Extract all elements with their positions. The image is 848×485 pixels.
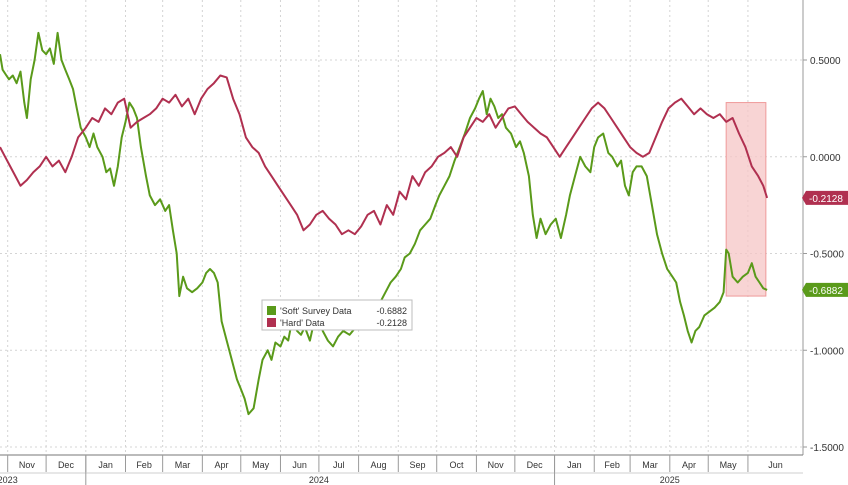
highlight-region bbox=[725, 102, 767, 297]
x-month-label: Jun bbox=[292, 460, 307, 470]
x-month-label: Jan bbox=[98, 460, 113, 470]
x-month-label: Nov bbox=[488, 460, 505, 470]
legend-label: 'Hard' Data bbox=[280, 318, 324, 328]
legend-value: -0.6882 bbox=[376, 306, 407, 316]
last-value-tag bbox=[802, 282, 848, 297]
x-month-label: Sep bbox=[410, 460, 426, 470]
last-value-label: -0.2128 bbox=[809, 194, 843, 205]
y-tick-label: 0.0000 bbox=[810, 153, 841, 164]
legend: 'Soft' Survey Data -0.6882 'Hard' Data -0.2… bbox=[261, 299, 413, 331]
x-month-label: Apr bbox=[682, 460, 696, 470]
x-month-label: Apr bbox=[215, 460, 229, 470]
x-month-label: Jan bbox=[567, 460, 582, 470]
x-month-label: May bbox=[720, 460, 738, 470]
x-month-label: Jun bbox=[768, 460, 783, 470]
x-month-label: Feb bbox=[604, 460, 620, 470]
legend-swatch bbox=[267, 306, 276, 315]
last-value-label: -0.6882 bbox=[809, 286, 843, 297]
y-tick-label: -1.5000 bbox=[810, 443, 844, 454]
x-month-label: May bbox=[252, 460, 270, 470]
y-tick-label: -0.5000 bbox=[810, 250, 844, 261]
highlight-layer bbox=[725, 102, 767, 297]
y-tick-label: -1.0000 bbox=[810, 346, 844, 357]
x-month-label: Mar bbox=[175, 460, 191, 470]
x-month-label: Mar bbox=[642, 460, 658, 470]
y-axis: 0.5000 0.0000 -0.5000 -1.0000 -1.5000 -0.6882… bbox=[802, 0, 848, 455]
hard-data-line bbox=[0, 74, 769, 236]
x-month-label: Dec bbox=[58, 460, 75, 470]
legend-box bbox=[261, 299, 413, 331]
last-value-tag bbox=[802, 190, 848, 205]
x-year-label: 2024 bbox=[309, 475, 329, 485]
x-year-label: 2025 bbox=[660, 475, 680, 485]
legend-label: 'Soft' Survey Data bbox=[280, 306, 351, 316]
legend-swatch bbox=[267, 318, 276, 327]
y-tick-label: 0.5000 bbox=[810, 56, 841, 67]
x-month-label: Feb bbox=[136, 460, 152, 470]
x-month-label: Nov bbox=[19, 460, 36, 470]
x-month-label: Jul bbox=[333, 460, 345, 470]
x-month-label: Aug bbox=[370, 460, 386, 470]
grid-layer bbox=[0, 0, 803, 455]
x-month-label: Oct bbox=[450, 460, 465, 470]
x-axis: Nov Dec Jan Feb Mar Apr May Jun Jul Aug Sep Oct Nov D… bbox=[0, 454, 803, 485]
x-month-label: Dec bbox=[527, 460, 544, 470]
x-year-label: 2023 bbox=[0, 475, 18, 485]
legend-value: -0.2128 bbox=[376, 318, 407, 328]
